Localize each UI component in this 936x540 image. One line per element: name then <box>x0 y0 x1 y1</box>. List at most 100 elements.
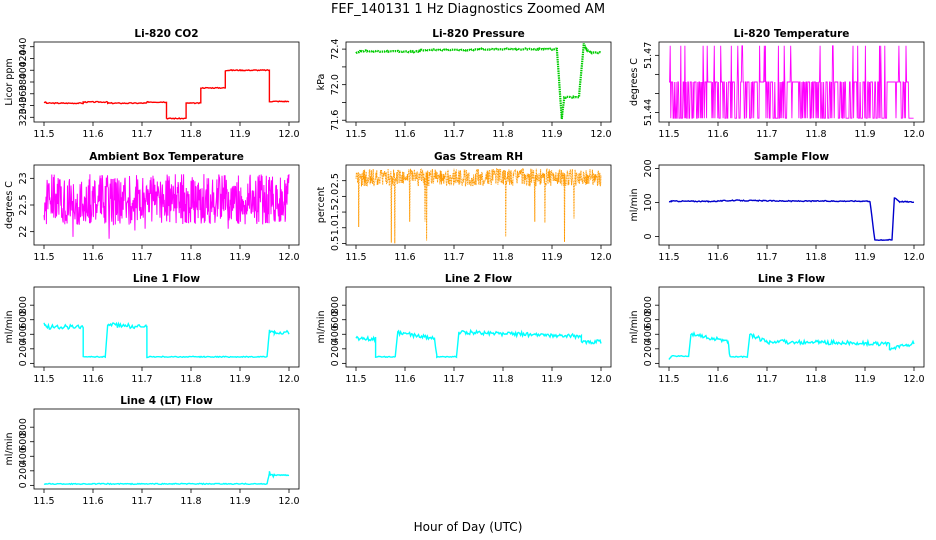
x-tick-label: 11.8 <box>805 129 826 140</box>
x-tick-label: 12.0 <box>590 252 611 263</box>
x-tick-label: 11.5 <box>345 374 366 385</box>
x-tick-label: 11.9 <box>854 252 875 263</box>
x-tick-label: 11.6 <box>394 129 415 140</box>
x-tick-label: 11.6 <box>707 252 728 263</box>
x-tick-label: 11.6 <box>707 374 728 385</box>
figure-title: FEF_140131 1 Hz Diagnostics Zoomed AM <box>331 2 605 17</box>
plot-frame <box>658 41 925 123</box>
x-tick-label: 11.8 <box>805 374 826 385</box>
x-tick-label: 11.9 <box>229 496 250 507</box>
x-tick-label: 11.5 <box>658 374 679 385</box>
x-tick-label: 11.9 <box>854 374 875 385</box>
panel-title: Li-820 CO2 <box>134 28 198 40</box>
panels-group: Li-820 CO2 Licor ppm 11.5 11.6 11.7 11.8 11.9 1… <box>4 28 925 507</box>
y-tick-label: 1.0 <box>330 220 341 235</box>
x-tick-label: 11.7 <box>756 129 777 140</box>
y-tick-label: 380 <box>18 73 29 91</box>
y-tick-label: 1.5 <box>330 205 341 220</box>
plot-frame <box>345 41 612 123</box>
x-tick-label: 11.5 <box>33 129 54 140</box>
data-series <box>669 45 914 119</box>
y-tick-label: 0 <box>18 482 29 488</box>
panel-title: Li-820 Pressure <box>432 28 525 40</box>
y-tick-label: 22.5 <box>18 194 29 215</box>
x-tick-label: 11.5 <box>658 129 679 140</box>
panel-title: Ambient Box Temperature <box>89 151 244 163</box>
x-tick-label: 11.8 <box>180 252 201 263</box>
plot-area <box>43 321 290 359</box>
x-tick-label: 11.5 <box>33 252 54 263</box>
x-tick-label: 12.0 <box>278 252 299 263</box>
x-tick-label: 11.8 <box>492 374 513 385</box>
x-tick-label: 11.6 <box>82 252 103 263</box>
panel-5: Gas Stream RH percent 11.5 11.6 11.7 11.8 11.9… <box>316 151 612 263</box>
data-series <box>355 167 602 244</box>
y-tick-label: 800 <box>18 296 29 314</box>
panel-9: Line 3 Flow ml/min 11.5 11.6 11.7 11.8 11.9 12.… <box>629 273 925 385</box>
y-axis-label: ml/min <box>629 310 640 343</box>
x-tick-label: 11.8 <box>805 252 826 263</box>
data-series <box>43 68 290 120</box>
panel-title: Sample Flow <box>754 151 829 163</box>
plot-frame <box>33 408 300 490</box>
y-tick-label: 200 <box>643 159 654 177</box>
data-series <box>43 174 290 239</box>
data-series <box>355 43 602 120</box>
x-tick-label: 11.8 <box>492 129 513 140</box>
plot-area <box>43 68 290 120</box>
y-tick-label: 800 <box>643 296 654 314</box>
y-tick-label: 600 <box>18 311 29 329</box>
y-tick-label: 0 <box>330 360 341 366</box>
y-tick-label: 440 <box>18 38 29 56</box>
y-tick-label: 51.44 <box>643 99 654 126</box>
y-tick-label: 100 <box>643 193 654 211</box>
plot-area <box>668 197 915 242</box>
y-tick-label: 71.6 <box>330 110 341 131</box>
y-tick-label: 600 <box>330 311 341 329</box>
x-tick-label: 11.7 <box>131 496 152 507</box>
y-tick-label: 2.5 <box>330 173 341 188</box>
panel-3: Li-820 Temperature degrees C 11.5 11.6 11.7 1… <box>629 28 925 140</box>
panel-title: Line 1 Flow <box>133 273 200 285</box>
y-axis-label: ml/min <box>316 310 327 343</box>
y-tick-label: 400 <box>18 447 29 465</box>
y-axis-label: degrees C <box>629 58 640 106</box>
y-axis-label: percent <box>316 187 327 224</box>
panel-10: Line 4 (LT) Flow ml/min 11.5 11.6 11.7 11.8 11… <box>4 395 300 507</box>
x-tick-label: 11.6 <box>394 252 415 263</box>
plot-area <box>43 471 290 486</box>
x-tick-label: 11.7 <box>131 374 152 385</box>
x-tick-label: 11.8 <box>180 496 201 507</box>
y-tick-label: 2.0 <box>330 189 341 204</box>
y-axis-label: Licor ppm <box>4 58 15 105</box>
x-tick-label: 11.5 <box>345 252 366 263</box>
y-tick-label: 0 <box>643 360 654 366</box>
y-tick-label: 200 <box>18 462 29 480</box>
plot-area <box>43 174 290 239</box>
y-tick-label: 0 <box>643 233 654 239</box>
x-tick-label: 12.0 <box>903 129 924 140</box>
y-axis-label: ml/min <box>4 432 15 465</box>
x-tick-label: 12.0 <box>590 374 611 385</box>
plot-area <box>669 45 914 119</box>
panel-title: Line 4 (LT) Flow <box>120 395 213 407</box>
y-tick-label: 200 <box>643 340 654 358</box>
plot-frame <box>345 286 612 368</box>
x-tick-label: 11.7 <box>756 374 777 385</box>
panel-8: Line 2 Flow ml/min 11.5 11.6 11.7 11.8 11.9 12.… <box>316 273 612 385</box>
x-tick-label: 11.8 <box>180 374 201 385</box>
plot-area <box>668 331 915 360</box>
x-tick-label: 11.7 <box>443 374 464 385</box>
x-tick-label: 11.9 <box>541 374 562 385</box>
plot-area <box>355 43 602 120</box>
x-tick-label: 11.9 <box>229 374 250 385</box>
y-tick-label: 72.0 <box>330 74 341 95</box>
panel-1: Li-820 CO2 Licor ppm 11.5 11.6 11.7 11.8 11.9 1… <box>4 28 300 140</box>
x-tick-label: 11.9 <box>229 252 250 263</box>
y-tick-label: 72.4 <box>330 39 341 60</box>
y-tick-label: 0.5 <box>330 236 341 251</box>
y-axis-label: ml/min <box>629 188 640 221</box>
panel-7: Line 1 Flow ml/min 11.5 11.6 11.7 11.8 11.9 12.… <box>4 273 300 385</box>
x-tick-label: 11.9 <box>229 129 250 140</box>
x-tick-label: 11.6 <box>707 129 728 140</box>
